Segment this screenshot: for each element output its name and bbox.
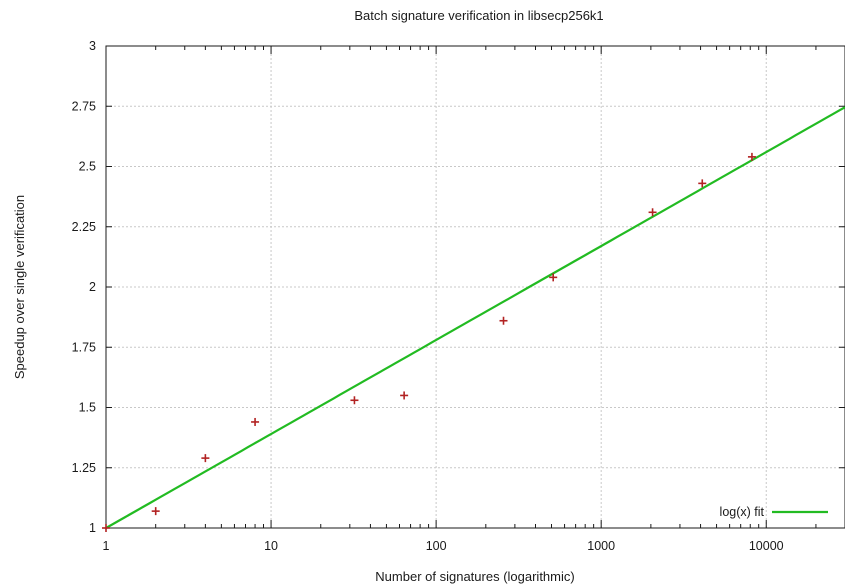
y-tick-label: 1.75 [72, 340, 96, 354]
data-point [499, 316, 508, 325]
legend-label: log(x) fit [720, 505, 765, 519]
fit-line [105, 106, 845, 529]
data-point [747, 152, 756, 161]
y-tick-label: 1 [89, 521, 96, 535]
y-tick-label: 3 [89, 39, 96, 53]
x-tick-label: 10000 [749, 539, 784, 553]
x-tick-label: 10 [264, 539, 278, 553]
x-axis-title: Number of signatures (logarithmic) [375, 569, 574, 584]
y-tick-label: 2.25 [72, 220, 96, 234]
data-point [251, 417, 260, 426]
data-point [201, 454, 210, 463]
y-tick-label: 1.25 [72, 461, 96, 475]
data-point [102, 524, 110, 532]
x-tick-label: 1000 [587, 539, 615, 553]
data-point [400, 391, 409, 400]
x-tick-label: 100 [426, 539, 447, 553]
data-point [698, 179, 707, 188]
data-point [648, 208, 657, 217]
data-point [151, 507, 160, 516]
y-tick-label: 2.75 [72, 99, 96, 113]
chart-title: Batch signature verification in libsecp2… [354, 8, 603, 23]
y-axis-title: Speedup over single verification [12, 195, 27, 379]
x-tick-label: 1 [103, 539, 110, 553]
axis-ticks: 1 1.25 1.5 1.75 2 2.25 2.5 2.75 3 1 10 100 1000 10000 [72, 39, 845, 553]
y-tick-label: 2 [89, 280, 96, 294]
y-tick-label: 2.5 [79, 160, 96, 174]
grid [106, 46, 845, 528]
data-marks [102, 106, 845, 532]
data-point [549, 273, 558, 282]
data-point [350, 396, 359, 405]
y-tick-label: 1.5 [79, 401, 96, 415]
legend: log(x) fit [720, 505, 828, 519]
